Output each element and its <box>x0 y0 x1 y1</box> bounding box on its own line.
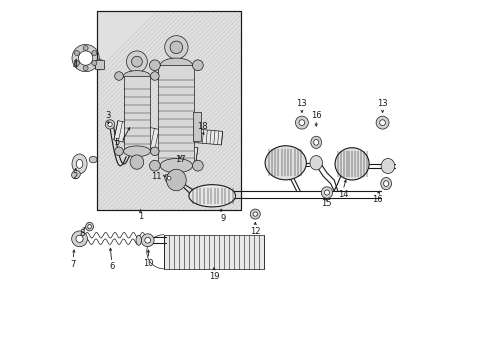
Polygon shape <box>158 65 194 166</box>
Ellipse shape <box>136 235 141 245</box>
Circle shape <box>144 237 150 243</box>
Text: 12: 12 <box>249 228 260 237</box>
Circle shape <box>379 120 385 126</box>
Circle shape <box>298 120 304 126</box>
Circle shape <box>150 147 159 156</box>
Ellipse shape <box>170 41 182 54</box>
Polygon shape <box>163 235 264 269</box>
Text: 16: 16 <box>310 111 321 120</box>
Text: 1: 1 <box>138 212 143 221</box>
Ellipse shape <box>383 181 388 186</box>
Ellipse shape <box>89 156 97 163</box>
Ellipse shape <box>123 146 150 157</box>
Ellipse shape <box>88 225 91 229</box>
Ellipse shape <box>380 177 391 190</box>
Text: 18: 18 <box>197 122 207 131</box>
Text: 11: 11 <box>150 172 161 181</box>
Circle shape <box>149 160 160 171</box>
Circle shape <box>83 66 88 71</box>
Circle shape <box>192 60 203 71</box>
Circle shape <box>324 190 329 195</box>
Ellipse shape <box>309 156 322 170</box>
Bar <box>192 112 201 140</box>
Ellipse shape <box>164 36 187 59</box>
Text: 15: 15 <box>320 199 331 208</box>
Ellipse shape <box>310 136 321 148</box>
Circle shape <box>150 72 159 80</box>
Polygon shape <box>165 144 198 163</box>
Circle shape <box>78 51 93 65</box>
Ellipse shape <box>313 139 318 145</box>
Text: 3: 3 <box>104 111 110 120</box>
Text: 17: 17 <box>175 155 185 164</box>
Text: 5: 5 <box>114 138 120 147</box>
Circle shape <box>105 120 115 129</box>
Ellipse shape <box>264 146 306 180</box>
Ellipse shape <box>131 56 142 67</box>
Text: 4: 4 <box>72 61 78 70</box>
Ellipse shape <box>334 148 368 180</box>
Ellipse shape <box>160 58 192 72</box>
Circle shape <box>250 209 260 219</box>
Text: 7: 7 <box>70 260 76 269</box>
Circle shape <box>115 72 123 80</box>
Circle shape <box>141 234 154 247</box>
Text: 6: 6 <box>109 262 114 271</box>
Text: 8: 8 <box>80 229 85 238</box>
Ellipse shape <box>130 155 143 169</box>
Bar <box>97 12 241 211</box>
Text: 16: 16 <box>371 195 382 204</box>
Ellipse shape <box>160 158 192 173</box>
Ellipse shape <box>76 159 82 168</box>
Ellipse shape <box>380 158 394 174</box>
Ellipse shape <box>95 59 103 70</box>
Circle shape <box>108 122 112 127</box>
Ellipse shape <box>72 154 87 174</box>
Circle shape <box>164 174 173 183</box>
Text: 13: 13 <box>296 99 306 108</box>
Circle shape <box>321 187 332 198</box>
Circle shape <box>83 45 88 50</box>
Ellipse shape <box>71 171 80 179</box>
Circle shape <box>76 235 83 242</box>
Circle shape <box>72 44 99 72</box>
Text: 10: 10 <box>143 259 153 268</box>
Circle shape <box>92 50 97 55</box>
Ellipse shape <box>126 51 147 72</box>
Bar <box>94 60 103 69</box>
Circle shape <box>74 50 79 55</box>
Circle shape <box>115 147 123 156</box>
Circle shape <box>149 60 160 71</box>
Circle shape <box>167 176 171 180</box>
Bar <box>97 12 241 211</box>
Circle shape <box>74 60 79 66</box>
Ellipse shape <box>85 222 93 231</box>
Circle shape <box>72 231 87 247</box>
Text: 9: 9 <box>220 214 225 223</box>
Ellipse shape <box>188 185 235 207</box>
Ellipse shape <box>123 71 150 81</box>
Polygon shape <box>123 76 150 151</box>
Circle shape <box>192 160 203 171</box>
Text: 13: 13 <box>376 99 387 108</box>
Ellipse shape <box>166 169 186 191</box>
Circle shape <box>92 60 97 66</box>
Text: 19: 19 <box>208 272 219 281</box>
Polygon shape <box>194 129 222 145</box>
Circle shape <box>253 212 257 216</box>
Circle shape <box>295 116 308 129</box>
Circle shape <box>375 116 388 129</box>
Polygon shape <box>114 121 163 150</box>
Text: 2: 2 <box>72 172 78 181</box>
Text: 14: 14 <box>337 190 347 199</box>
